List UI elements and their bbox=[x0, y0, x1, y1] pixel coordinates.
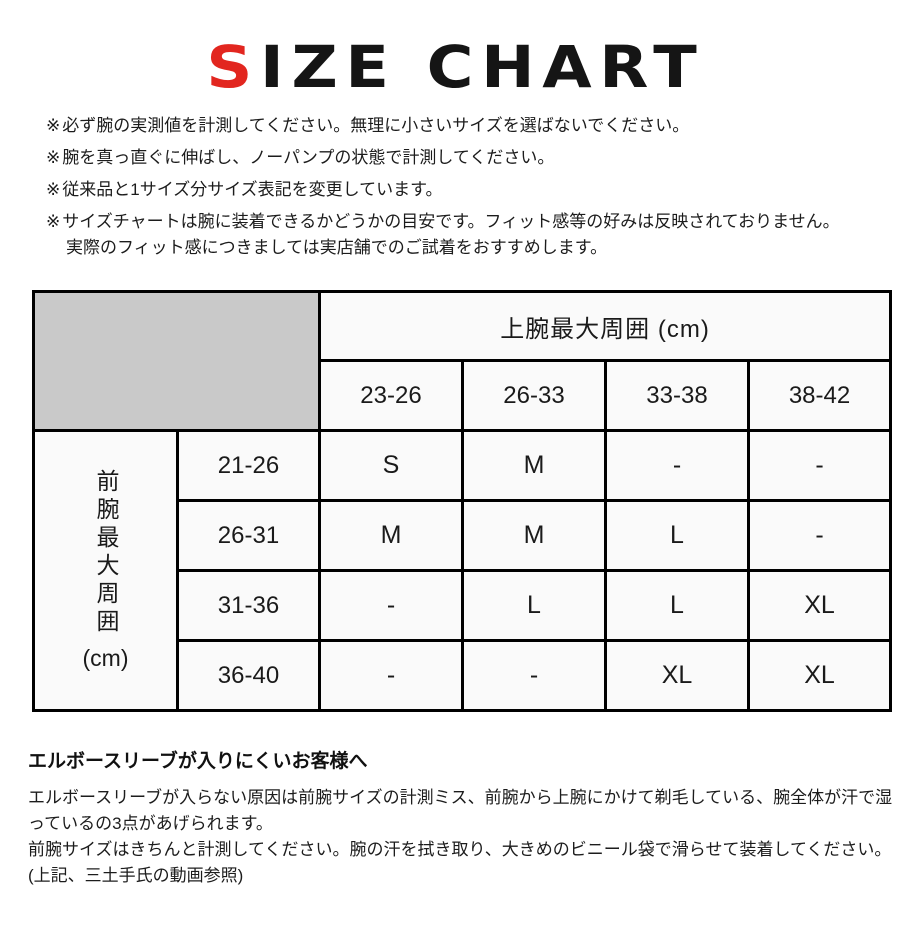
size-cell: M bbox=[318, 499, 464, 572]
note-text: サイズチャートは腕に装着できるかどうかの目安です。フィット感等の好みは反映されて… bbox=[62, 212, 840, 231]
size-cell: - bbox=[604, 429, 750, 502]
column-header: 26-33 bbox=[461, 359, 607, 432]
row-axis-label: 前腕最大周囲 bbox=[93, 469, 119, 637]
size-cell: M bbox=[461, 429, 607, 502]
title-section: SIZE CHART bbox=[0, 36, 910, 98]
column-header: 38-42 bbox=[746, 359, 893, 432]
row-axis-unit: (cm) bbox=[82, 645, 129, 671]
size-cell: - bbox=[746, 499, 893, 572]
table-corner-cell bbox=[32, 290, 321, 432]
row-header: 26-31 bbox=[176, 499, 321, 572]
size-cell: M bbox=[461, 499, 607, 572]
footer-heading: エルボースリーブが入りにくいお客様へ bbox=[28, 751, 368, 772]
footer-paragraph: エルボースリーブが入らない原因は前腕サイズの計測ミス、前腕から上腕にかけて剃毛し… bbox=[28, 788, 893, 833]
size-cell: - bbox=[461, 639, 607, 712]
size-table: 上腕最大周囲 (cm) 23-26 26-33 33-38 38-42 前腕最大… bbox=[32, 290, 893, 712]
size-cell: XL bbox=[746, 569, 893, 642]
size-cell: L bbox=[604, 499, 750, 572]
column-header: 33-38 bbox=[604, 359, 750, 432]
note-marker: ※ bbox=[46, 148, 61, 167]
size-cell: XL bbox=[604, 639, 750, 712]
note-text: 実際のフィット感につきましては実店舗でのご試着をおすすめします。 bbox=[66, 238, 608, 257]
size-cell: - bbox=[318, 639, 464, 712]
title-rest: IZE CHART bbox=[259, 33, 705, 101]
column-axis-label: 上腕最大周囲 (cm) bbox=[317, 290, 893, 362]
size-cell: L bbox=[604, 569, 750, 642]
note-item-continuation: 実際のフィット感につきましては実店舗でのご試着をおすすめします。 bbox=[46, 238, 910, 258]
title-first-letter: S bbox=[205, 33, 260, 101]
size-cell: XL bbox=[746, 639, 893, 712]
row-header: 36-40 bbox=[176, 639, 321, 712]
note-text: 必ず腕の実測値を計測してください。無理に小さいサイズを選ばないでください。 bbox=[62, 116, 690, 135]
row-axis-label-cell: 前腕最大周囲 (cm) bbox=[32, 429, 179, 712]
size-cell: - bbox=[746, 429, 893, 502]
page-title: SIZE CHART bbox=[206, 36, 704, 98]
row-header: 21-26 bbox=[176, 429, 321, 502]
note-marker: ※ bbox=[46, 116, 61, 135]
notes-section: ※ 必ず腕の実測値を計測してください。無理に小さいサイズを選ばないでください。 … bbox=[46, 116, 910, 258]
column-header: 23-26 bbox=[318, 359, 464, 432]
footer-paragraph: (上記、三土手氏の動画参照) bbox=[28, 866, 244, 885]
note-item: ※ サイズチャートは腕に装着できるかどうかの目安です。フィット感等の好みは反映さ… bbox=[46, 212, 910, 232]
footer-paragraph: 前腕サイズはきちんと計測してください。腕の汗を拭き取り、大きめのビニール袋で滑ら… bbox=[28, 840, 892, 859]
note-item: ※ 必ず腕の実測値を計測してください。無理に小さいサイズを選ばないでください。 bbox=[46, 116, 910, 136]
note-marker: ※ bbox=[46, 212, 61, 231]
note-marker: ※ bbox=[46, 180, 61, 199]
note-text: 従来品と1サイズ分サイズ表記を変更しています。 bbox=[62, 180, 443, 199]
note-text: 腕を真っ直ぐに伸ばし、ノーパンプの状態で計測してください。 bbox=[62, 148, 555, 167]
size-cell: - bbox=[318, 569, 464, 642]
size-cell: S bbox=[318, 429, 464, 502]
row-header: 31-36 bbox=[176, 569, 321, 642]
size-cell: L bbox=[461, 569, 607, 642]
note-item: ※ 従来品と1サイズ分サイズ表記を変更しています。 bbox=[46, 180, 910, 200]
note-item: ※ 腕を真っ直ぐに伸ばし、ノーパンプの状態で計測してください。 bbox=[46, 148, 910, 168]
footer-section: エルボースリーブが入りにくいお客様へ エルボースリーブが入らない原因は前腕サイズ… bbox=[28, 746, 896, 889]
